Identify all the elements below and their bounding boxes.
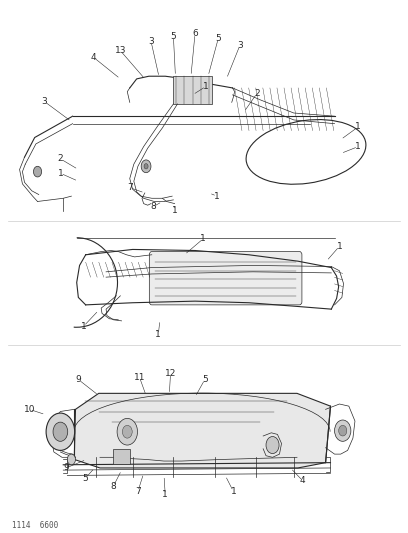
Circle shape <box>33 166 42 177</box>
Text: 12: 12 <box>165 369 176 377</box>
Text: 5: 5 <box>82 474 88 483</box>
Circle shape <box>141 160 151 173</box>
Text: 1: 1 <box>81 322 86 330</box>
Text: 1: 1 <box>172 206 177 215</box>
FancyBboxPatch shape <box>149 252 302 305</box>
Text: 1: 1 <box>162 490 168 499</box>
Text: 2: 2 <box>254 89 260 98</box>
Text: 5: 5 <box>171 32 176 41</box>
Circle shape <box>335 420 351 441</box>
Circle shape <box>117 418 137 445</box>
Text: 1: 1 <box>231 487 236 496</box>
Text: 9: 9 <box>75 375 81 384</box>
Text: 7: 7 <box>127 183 133 192</box>
Text: 4: 4 <box>300 477 306 485</box>
Text: 6: 6 <box>192 29 198 38</box>
Text: 3: 3 <box>41 97 47 106</box>
Circle shape <box>144 164 148 169</box>
Text: 1: 1 <box>355 142 361 151</box>
Text: 11: 11 <box>134 373 145 382</box>
Circle shape <box>67 454 75 465</box>
Text: 8: 8 <box>150 203 156 211</box>
Text: 1: 1 <box>200 235 206 243</box>
Text: 7: 7 <box>135 487 141 496</box>
Circle shape <box>46 413 75 450</box>
Text: 4: 4 <box>91 53 97 62</box>
Text: 1: 1 <box>58 169 63 177</box>
Text: 1114  6600: 1114 6600 <box>12 521 58 530</box>
Text: 1: 1 <box>337 242 342 251</box>
Text: 5: 5 <box>215 34 221 43</box>
Text: 3: 3 <box>237 41 243 50</box>
Bar <box>173 76 212 104</box>
Circle shape <box>53 422 68 441</box>
Text: 3: 3 <box>148 37 154 45</box>
Polygon shape <box>74 393 330 468</box>
Circle shape <box>122 425 132 438</box>
Text: 1: 1 <box>214 192 220 200</box>
Text: 5: 5 <box>202 375 208 384</box>
Text: 2: 2 <box>58 155 63 163</box>
Circle shape <box>266 437 279 454</box>
Text: 1: 1 <box>155 330 161 339</box>
Text: 10: 10 <box>24 405 35 414</box>
Bar <box>113 449 130 464</box>
Text: 1: 1 <box>355 123 361 131</box>
Circle shape <box>339 425 347 436</box>
Text: 1: 1 <box>203 82 209 91</box>
Text: 13: 13 <box>115 46 126 55</box>
Text: 8: 8 <box>111 482 116 490</box>
Text: 9: 9 <box>63 464 69 472</box>
